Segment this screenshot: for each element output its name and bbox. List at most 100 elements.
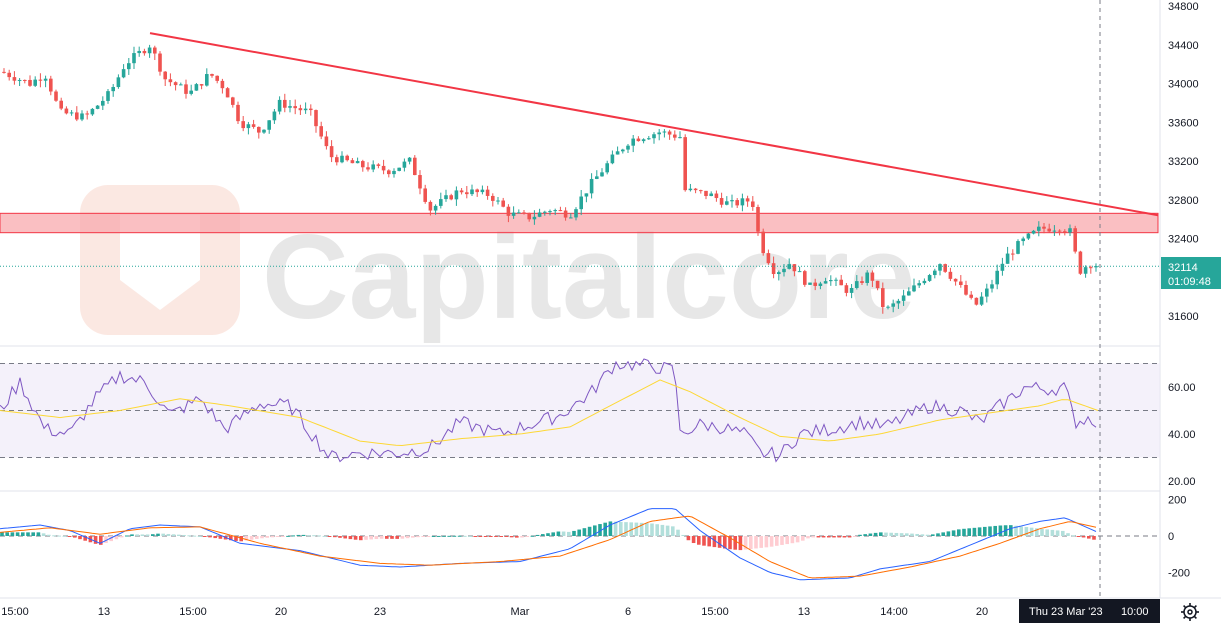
candle-body <box>189 90 193 94</box>
macd-histogram-bar <box>993 525 997 536</box>
candle-body <box>179 84 183 86</box>
macd-histogram-bar <box>546 533 550 536</box>
candle-body <box>990 284 994 289</box>
candle-body <box>355 161 360 164</box>
macd-histogram-bar <box>104 536 108 543</box>
candle-body <box>667 131 672 135</box>
gear-icon[interactable] <box>1181 603 1199 621</box>
macd-histogram-bar <box>941 532 945 536</box>
macd-histogram-bar <box>619 521 623 536</box>
time-axis[interactable]: 15:00 13 15:00 20 23 Mar 6 15:00 13 14:00 20 <box>1 606 988 618</box>
macd-histogram-bar <box>130 534 134 536</box>
price-axis-tick: 33200 <box>1168 156 1199 168</box>
candle-body <box>849 287 854 293</box>
candle-body <box>985 288 989 297</box>
candle-body <box>766 253 771 264</box>
candle-body <box>277 99 282 112</box>
resistance-zone[interactable] <box>0 212 1159 234</box>
candle-body <box>28 79 32 86</box>
candle-body <box>147 47 152 54</box>
macd-histogram-bar <box>1009 525 1013 536</box>
macd-histogram-bar <box>99 536 103 545</box>
candle-body <box>813 282 817 286</box>
candle-body <box>553 210 557 212</box>
macd-histogram-bar <box>1087 536 1091 539</box>
macd-histogram-bar <box>151 534 155 536</box>
candle-body <box>75 112 79 120</box>
candle-body <box>423 188 427 202</box>
macd-histogram-bar <box>879 532 883 536</box>
candle-body <box>163 71 167 80</box>
macd-histogram-bar <box>244 536 249 541</box>
macd-histogram-bar <box>515 536 519 538</box>
macd-histogram-bar <box>78 536 82 540</box>
macd-histogram-bar <box>10 532 15 536</box>
macd-histogram-bar <box>780 536 784 545</box>
candle-body <box>751 201 755 207</box>
macd-histogram-bar <box>1076 536 1081 537</box>
candle-body <box>647 138 651 140</box>
macd-histogram-bar <box>348 536 353 540</box>
candle-body <box>251 124 256 127</box>
macd-histogram-bar <box>551 532 555 536</box>
candle-body <box>38 79 43 81</box>
macd-histogram-bar <box>21 532 25 536</box>
candle-body <box>1057 230 1062 232</box>
macd-histogram-bar <box>509 536 514 538</box>
candle-body <box>1042 226 1046 229</box>
macd-histogram-bar <box>416 536 420 538</box>
macd-histogram-bar <box>712 536 717 548</box>
candle-body <box>43 78 48 81</box>
candle-body <box>267 120 271 130</box>
candle-body <box>2 71 6 73</box>
candle-body <box>709 193 713 197</box>
macd-histogram-bar <box>468 535 472 537</box>
macd-histogram-bar <box>1050 529 1055 536</box>
candle-body <box>314 110 318 127</box>
macd-histogram-bar <box>379 536 384 539</box>
macd-histogram-bar <box>457 535 462 537</box>
candle-body <box>600 172 604 177</box>
candle-body <box>631 138 635 146</box>
macd-histogram-bar <box>1040 528 1044 536</box>
candle-body <box>402 161 407 168</box>
macd-histogram-bar <box>260 536 264 539</box>
candle-body <box>111 87 115 92</box>
rsi-pane: 60.00 40.00 20.00 <box>0 358 1196 488</box>
candle-body <box>735 200 739 206</box>
candle-body <box>397 167 401 171</box>
candle-body <box>371 164 375 170</box>
candle-body <box>1005 253 1010 264</box>
candle-body <box>808 282 812 285</box>
macd-histogram-bar <box>535 534 540 536</box>
macd-histogram-bar <box>915 533 919 536</box>
candle-body <box>366 167 370 170</box>
macd-histogram-bar <box>322 535 327 537</box>
macd-histogram-bar <box>296 534 301 536</box>
macd-histogram-bar <box>764 536 769 548</box>
macd-histogram-bar <box>281 536 285 537</box>
macd-histogram-bar <box>307 535 311 537</box>
macd-histogram-bar <box>572 530 576 536</box>
candle-body <box>168 79 173 83</box>
candle-body <box>927 275 932 281</box>
candle-body <box>969 294 973 298</box>
candle-body <box>891 303 895 307</box>
macd-histogram-bar <box>208 536 212 538</box>
macd-histogram-bar <box>577 529 581 536</box>
candle-body <box>506 206 511 216</box>
macd-histogram-bar <box>936 533 940 536</box>
macd-histogram-bar <box>203 536 207 537</box>
macd-histogram-bar <box>593 525 597 536</box>
macd-histogram-bar <box>364 536 368 540</box>
candle-body <box>324 136 329 147</box>
macd-histogram-bar <box>229 536 233 541</box>
macd-axis-tick: 200 <box>1168 495 1186 507</box>
trendline[interactable] <box>149 32 1159 217</box>
macd-histogram-bar <box>489 536 493 537</box>
macd-histogram-bar <box>426 536 431 537</box>
candle-body <box>771 263 776 275</box>
macd-histogram-bar <box>723 536 727 549</box>
macd-histogram-bar <box>1092 536 1096 540</box>
